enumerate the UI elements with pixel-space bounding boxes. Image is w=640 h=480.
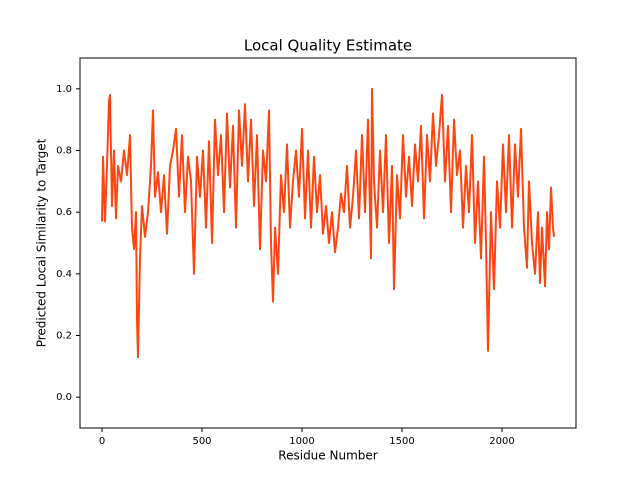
- x-tick-label: 2000: [489, 436, 514, 447]
- x-tick-label: 500: [192, 436, 211, 447]
- x-tick-label: 1000: [289, 436, 314, 447]
- y-tick-label: 0.4: [56, 269, 72, 280]
- y-tick-label: 0.6: [56, 207, 72, 218]
- y-axis-label: Predicted Local Similarity to Target: [35, 138, 49, 347]
- x-tick-label: 0: [99, 436, 105, 447]
- plot-frame: [79, 57, 577, 429]
- series-line: [101, 87, 555, 359]
- y-tick-label: 0.0: [56, 392, 72, 403]
- y-tick-label: 1.0: [56, 84, 72, 95]
- y-tick-label: 0.8: [56, 146, 72, 157]
- chart-title: Local Quality Estimate: [244, 37, 412, 55]
- x-axis-label: Residue Number: [278, 449, 377, 463]
- y-tick-label: 0.2: [56, 331, 72, 342]
- x-tick-label: 1500: [389, 436, 414, 447]
